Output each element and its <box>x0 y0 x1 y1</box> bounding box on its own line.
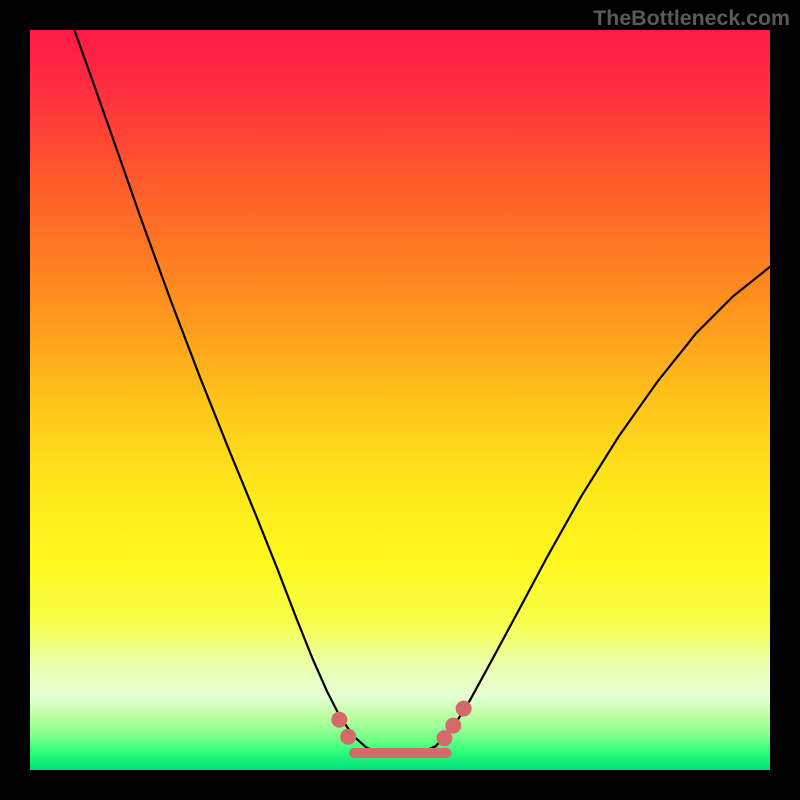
marker-dot-right-2 <box>456 701 472 717</box>
marker-dot-left-0 <box>331 712 347 728</box>
chart-gradient-area <box>30 30 770 770</box>
chart-svg <box>0 0 800 800</box>
marker-dot-left-1 <box>340 729 356 745</box>
marker-dot-right-1 <box>445 718 461 734</box>
watermark-text: TheBottleneck.com <box>593 6 790 31</box>
bottleneck-chart-canvas: TheBottleneck.com <box>0 0 800 800</box>
